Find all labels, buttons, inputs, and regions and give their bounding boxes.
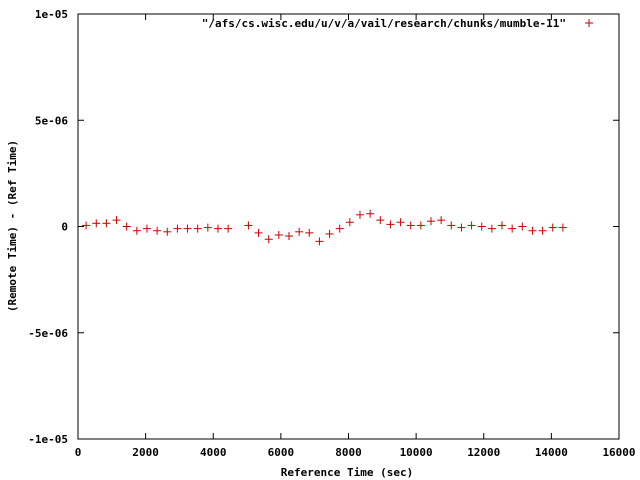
data-point: [528, 226, 537, 235]
x-tick-label: 8000: [335, 446, 362, 459]
data-point: [244, 221, 253, 230]
x-axis-ticks: 0 2000 4000 6000 8000 10000 12000 14000 16000: [75, 14, 636, 459]
data-points: [82, 209, 567, 246]
x-tick-label: 14000: [535, 446, 568, 459]
data-point: [345, 218, 354, 227]
data-point: [386, 220, 395, 229]
x-tick-label: 12000: [467, 446, 500, 459]
legend: "/afs/cs.wisc.edu/u/v/a/vail/research/ch…: [202, 17, 593, 30]
y-axis-ticks: 1e-05 5e-06 0 -5e-06 -1e-05: [28, 8, 619, 446]
data-point: [315, 237, 324, 246]
data-point: [112, 216, 121, 225]
y-tick-label: -1e-05: [28, 433, 68, 446]
data-point: [447, 221, 456, 230]
data-point: [183, 224, 192, 233]
data-point: [477, 222, 486, 231]
data-point: [132, 226, 141, 235]
data-point: [92, 219, 101, 228]
data-point: [558, 223, 567, 232]
x-tick-label: 0: [75, 446, 82, 459]
data-point: [355, 210, 364, 219]
x-axis-label: Reference Time (sec): [281, 466, 413, 479]
data-point: [437, 216, 446, 225]
y-tick-label: 1e-05: [35, 8, 68, 21]
data-point: [366, 209, 375, 218]
data-point: [548, 223, 557, 232]
data-point: [295, 227, 304, 236]
data-point: [82, 221, 91, 230]
data-point: [335, 224, 344, 233]
data-point: [254, 228, 263, 237]
legend-entry-label: "/afs/cs.wisc.edu/u/v/a/vail/research/ch…: [202, 17, 566, 30]
plot-frame: [77, 13, 620, 440]
data-point: [406, 221, 415, 230]
data-point: [427, 217, 436, 226]
data-point: [518, 222, 527, 231]
data-point: [498, 221, 507, 230]
y-tick-label: 5e-06: [35, 114, 68, 127]
data-point: [264, 235, 273, 244]
x-tick-label: 6000: [268, 446, 295, 459]
y-tick-label: -5e-06: [28, 327, 68, 340]
data-point: [305, 228, 314, 237]
data-point: [325, 229, 334, 238]
data-point: [193, 224, 202, 233]
data-point: [274, 231, 283, 239]
legend-plus-marker: [585, 19, 593, 27]
data-point: [203, 223, 212, 232]
data-point: [416, 221, 425, 230]
legend-marker: [585, 19, 593, 27]
data-point: [102, 219, 111, 228]
data-point: [396, 218, 405, 227]
data-point: [153, 226, 162, 235]
data-point: [173, 224, 182, 233]
data-point: [538, 226, 547, 235]
y-axis-label: (Remote Time) - (Ref Time): [6, 140, 19, 312]
x-tick-label: 10000: [400, 446, 433, 459]
data-point: [487, 224, 496, 233]
data-point: [122, 222, 131, 231]
data-point: [457, 223, 466, 232]
data-point: [376, 216, 385, 225]
data-point: [508, 224, 517, 233]
x-tick-label: 16000: [602, 446, 635, 459]
data-point: [213, 224, 222, 233]
data-point: [467, 221, 476, 230]
x-tick-label: 2000: [132, 446, 159, 459]
data-point: [163, 227, 172, 236]
data-point: [142, 224, 151, 233]
data-point: [224, 224, 233, 233]
x-tick-label: 4000: [200, 446, 227, 459]
data-point: [284, 232, 293, 241]
y-tick-label: 0: [61, 221, 68, 234]
